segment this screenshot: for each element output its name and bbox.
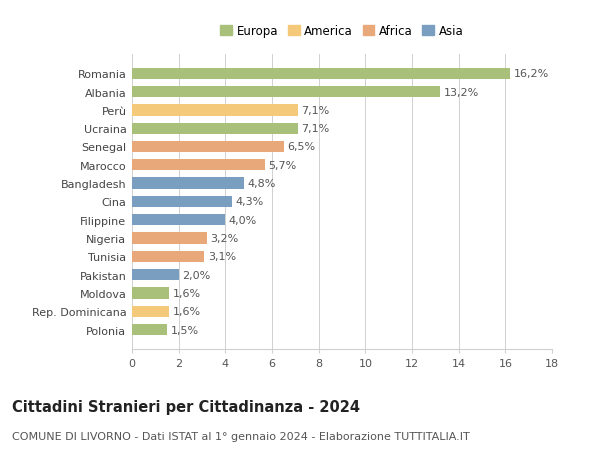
Text: 3,1%: 3,1% (208, 252, 236, 262)
Text: 5,7%: 5,7% (269, 161, 297, 170)
Text: 3,2%: 3,2% (210, 234, 238, 243)
Bar (132, 196, 232, 207)
Text: Cittadini Stranieri per Cittadinanza - 2024: Cittadini Stranieri per Cittadinanza - 2… (12, 399, 360, 414)
Bar (132, 105, 298, 116)
Bar (132, 251, 205, 263)
Text: 1,6%: 1,6% (173, 288, 201, 298)
Text: 2,0%: 2,0% (182, 270, 211, 280)
Legend: Europa, America, Africa, Asia: Europa, America, Africa, Asia (218, 23, 466, 40)
Bar (132, 141, 284, 153)
Bar (132, 324, 167, 336)
Bar (132, 214, 226, 226)
Text: COMUNE DI LIVORNO - Dati ISTAT al 1° gennaio 2024 - Elaborazione TUTTITALIA.IT: COMUNE DI LIVORNO - Dati ISTAT al 1° gen… (12, 431, 470, 442)
Bar (132, 306, 169, 317)
Bar (132, 178, 244, 190)
Text: 4,3%: 4,3% (236, 197, 264, 207)
Bar (132, 288, 169, 299)
Text: 7,1%: 7,1% (301, 124, 329, 134)
Text: 4,0%: 4,0% (229, 215, 257, 225)
Text: 1,6%: 1,6% (173, 307, 201, 317)
Bar (132, 233, 206, 244)
Text: 1,5%: 1,5% (170, 325, 199, 335)
Bar (132, 68, 510, 80)
Bar (132, 160, 265, 171)
Text: 4,8%: 4,8% (248, 179, 276, 189)
Text: 16,2%: 16,2% (514, 69, 549, 79)
Text: 6,5%: 6,5% (287, 142, 315, 152)
Bar (132, 269, 179, 281)
Bar (132, 123, 298, 134)
Bar (132, 87, 440, 98)
Text: 13,2%: 13,2% (443, 87, 479, 97)
Text: 7,1%: 7,1% (301, 106, 329, 116)
